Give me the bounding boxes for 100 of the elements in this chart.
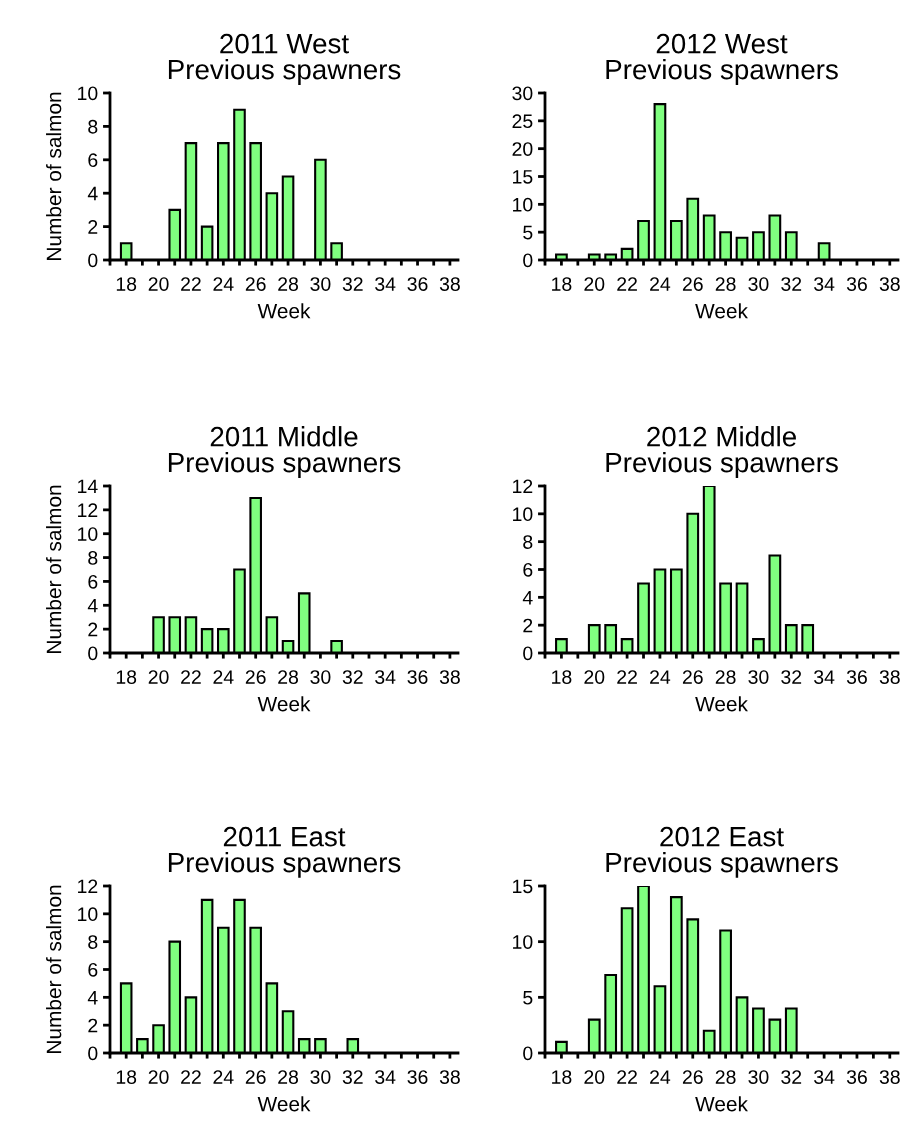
x-tick-label: 20 <box>148 670 169 684</box>
x-tick-label: 26 <box>245 277 266 291</box>
y-tick-label: 0 <box>523 253 533 268</box>
chart-title: 2012 East Previous spawners <box>606 826 838 878</box>
y-tick-label: 0 <box>88 646 98 661</box>
x-tick-label: 32 <box>342 670 363 684</box>
x-tick-label: 18 <box>116 277 137 291</box>
x-axis-title: Week <box>257 303 311 319</box>
x-tick-label: 22 <box>181 277 201 291</box>
x-axis-title: Week <box>257 1096 311 1112</box>
y-tick-label: 10 <box>78 907 98 922</box>
x-tick-label: 38 <box>439 1070 460 1084</box>
x-tick-label: 28 <box>278 277 299 291</box>
y-tick-label: 10 <box>513 197 533 212</box>
y-tick-label: 2 <box>88 622 98 637</box>
chart-title: 2011 West Previous spawners <box>168 33 401 85</box>
y-tick-label: 6 <box>88 574 98 589</box>
y-tick-label: 15 <box>513 879 533 894</box>
x-tick-label: 38 <box>439 670 460 684</box>
y-tick-label: 4 <box>87 598 98 613</box>
x-tick-label: 34 <box>375 670 396 684</box>
x-tick-label: 30 <box>748 1070 769 1084</box>
y-tick-label: 5 <box>523 225 533 240</box>
y-tick-label: 12 <box>78 879 98 894</box>
x-tick-label: 28 <box>278 670 299 684</box>
x-axis-title: Week <box>257 696 311 712</box>
x-tick-label: 36 <box>407 1070 428 1084</box>
x-tick-label: 22 <box>617 277 637 291</box>
x-axis-title: Week <box>695 1096 748 1112</box>
x-tick-label: 38 <box>439 277 460 291</box>
y-tick-label: 12 <box>78 503 98 517</box>
x-tick-label: 32 <box>342 1070 363 1084</box>
x-tick-label: 36 <box>846 277 867 291</box>
y-tick-label: 6 <box>88 962 98 977</box>
y-tick-label: 6 <box>88 153 98 168</box>
x-tick-label: 18 <box>116 1070 137 1084</box>
x-tick-label: 26 <box>245 670 266 684</box>
x-tick-label: 34 <box>375 277 396 291</box>
y-tick-label: 15 <box>513 170 533 184</box>
x-tick-label: 36 <box>407 670 428 684</box>
x-tick-label: 18 <box>552 277 572 291</box>
x-tick-label: 30 <box>748 277 769 291</box>
y-tick-label: 4 <box>522 591 533 605</box>
x-tick-label: 32 <box>781 277 802 291</box>
x-tick-label: 20 <box>148 1070 169 1084</box>
y-tick-label: 20 <box>512 142 533 156</box>
x-tick-label: 32 <box>781 1070 802 1084</box>
x-tick-label: 26 <box>682 1070 703 1084</box>
x-tick-label: 30 <box>310 670 331 684</box>
x-tick-label: 24 <box>213 1070 234 1084</box>
x-axis-title: Week <box>695 303 748 319</box>
y-tick-label: 6 <box>523 562 533 577</box>
y-tick-label: 10 <box>78 86 98 101</box>
x-tick-label: 38 <box>879 1070 900 1084</box>
x-tick-label: 36 <box>846 670 867 684</box>
chart-title: 2011 East Previous spawners <box>168 826 401 878</box>
x-tick-label: 32 <box>781 670 802 684</box>
x-tick-label: 20 <box>584 670 605 684</box>
y-tick-label: 8 <box>88 551 98 565</box>
x-tick-label: 38 <box>879 277 900 291</box>
y-tick-label: 25 <box>512 114 533 129</box>
x-tick-label: 22 <box>181 1070 201 1084</box>
x-tick-label: 18 <box>116 670 137 684</box>
y-tick-label: 10 <box>513 935 533 949</box>
chart-title: 2012 Middle Previous spawners <box>606 426 838 478</box>
y-tick-label: 8 <box>88 119 98 134</box>
x-tick-label: 20 <box>584 1070 605 1084</box>
y-tick-label: 2 <box>88 1018 98 1033</box>
chart-title: 2012 West Previous spawners <box>606 33 838 85</box>
y-tick-label: 0 <box>523 646 533 661</box>
x-tick-label: 34 <box>375 1070 396 1084</box>
x-tick-label: 36 <box>407 277 428 291</box>
x-tick-label: 22 <box>181 670 201 684</box>
x-tick-label: 20 <box>584 277 605 291</box>
x-tick-label: 18 <box>552 1070 572 1084</box>
y-tick-label: 12 <box>513 479 533 494</box>
x-tick-label: 18 <box>552 670 572 684</box>
y-tick-label: 30 <box>512 86 533 101</box>
y-tick-label: 4 <box>87 991 98 1005</box>
x-tick-label: 22 <box>617 670 637 684</box>
x-tick-label: 36 <box>846 1070 867 1084</box>
y-tick-label: 5 <box>523 991 533 1005</box>
y-tick-label: 10 <box>513 507 533 522</box>
x-tick-label: 28 <box>715 670 736 684</box>
x-axis-title: Week <box>695 696 748 712</box>
y-tick-label: 8 <box>523 535 533 549</box>
x-tick-label: 28 <box>278 1070 299 1084</box>
y-tick-label: 0 <box>88 1046 98 1061</box>
y-tick-label: 0 <box>523 1046 533 1061</box>
y-axis-title: Number of salmon <box>46 885 62 1053</box>
x-tick-label: 26 <box>682 277 703 291</box>
y-axis-title: Number of salmon <box>46 92 62 260</box>
x-tick-label: 24 <box>213 277 234 291</box>
x-tick-label: 24 <box>650 277 671 291</box>
x-tick-label: 26 <box>682 670 703 684</box>
x-tick-label: 28 <box>715 277 736 291</box>
y-tick-label: 4 <box>87 186 98 201</box>
y-tick-label: 2 <box>523 618 533 633</box>
chart-title: 2011 Middle Previous spawners <box>168 426 401 478</box>
x-tick-label: 24 <box>213 670 234 684</box>
